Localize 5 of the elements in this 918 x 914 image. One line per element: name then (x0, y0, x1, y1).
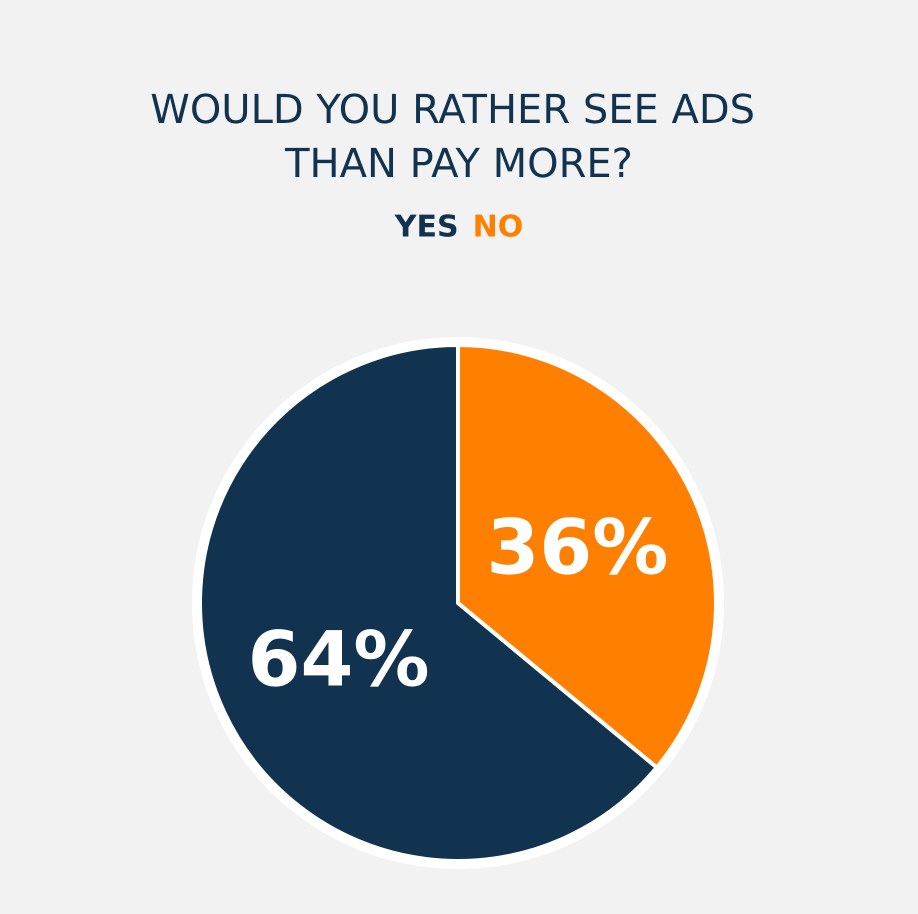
slice-label: YES (394, 210, 459, 244)
chart-title: WOULD YOU RATHER SEE ADS THAN PAY MORE? (150, 87, 768, 187)
slice-label: NO (472, 210, 524, 244)
data-label: 64% (248, 614, 430, 704)
data-label: 36% (486, 502, 668, 592)
